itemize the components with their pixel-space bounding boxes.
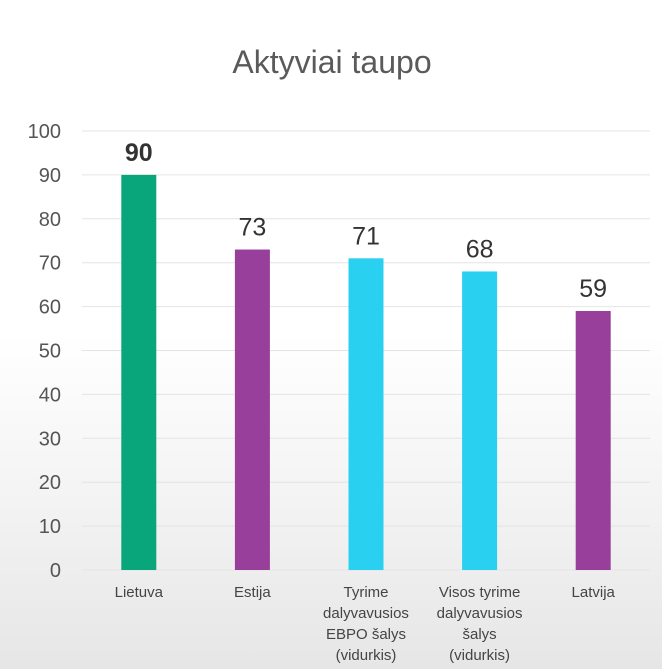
y-tick-label: 90 <box>39 165 61 187</box>
chart-title: Aktyviai taupo <box>232 44 431 80</box>
data-label: 73 <box>238 214 266 242</box>
y-tick-label: 20 <box>39 472 61 494</box>
bar <box>575 310 611 570</box>
y-tick-label: 10 <box>39 516 61 538</box>
y-axis-ticks: 0 10 20 30 40 50 60 70 80 90 100 <box>28 121 61 582</box>
bar <box>348 258 384 570</box>
data-label: 90 <box>125 139 153 167</box>
data-labels: 90 73 71 68 59 <box>125 139 607 303</box>
y-tick-label: 70 <box>39 253 61 275</box>
data-label: 68 <box>466 235 494 263</box>
bars <box>121 174 611 570</box>
bar <box>462 271 498 570</box>
y-tick-label: 0 <box>50 560 61 582</box>
y-tick-label: 40 <box>39 384 61 406</box>
x-tick-label: Lietuva <box>115 584 164 601</box>
y-tick-label: 30 <box>39 428 61 450</box>
data-label: 71 <box>352 222 380 250</box>
y-tick-label: 80 <box>39 209 61 231</box>
bar <box>121 174 157 570</box>
y-tick-label: 100 <box>28 121 61 143</box>
y-tick-label: 60 <box>39 297 61 319</box>
x-tick-label: Tyrime dalyvavusios EBPO šalys (vidurkis) <box>323 584 409 664</box>
x-tick-label: Visos tyrime dalyvavusios šalys (vidurkis) <box>437 584 523 664</box>
data-label: 59 <box>579 275 607 303</box>
y-tick-label: 50 <box>39 341 61 363</box>
bar <box>234 249 270 570</box>
x-axis-ticks: Lietuva Estija Tyrime dalyvavusios EBPO šaly… <box>115 584 616 664</box>
x-tick-label: Latvija <box>572 584 616 601</box>
x-tick-label: Estija <box>234 584 271 601</box>
